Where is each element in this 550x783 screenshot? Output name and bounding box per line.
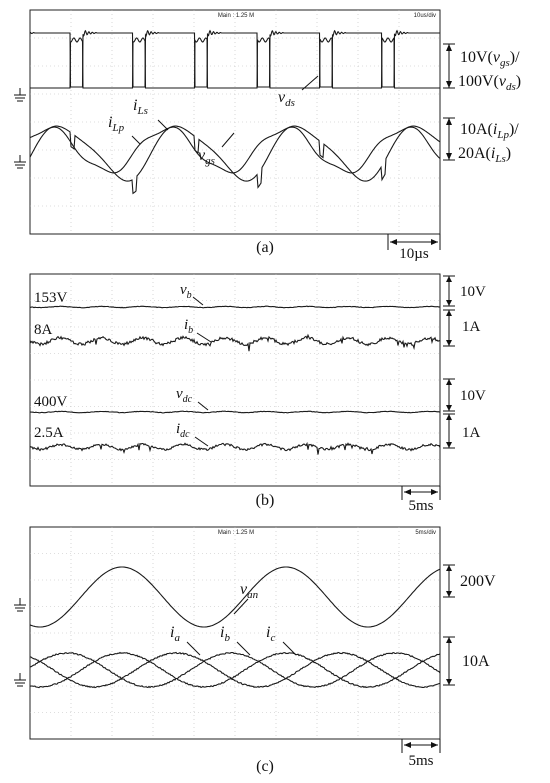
arrow-iLp (131, 135, 141, 145)
panel-a-header-right: 10us/div (414, 13, 436, 19)
ground-marker (14, 673, 26, 687)
panel-c-header-center: Main : 1.25 M (218, 530, 254, 536)
scale-text-iLs: 20A(iLs) (458, 145, 511, 165)
time-scale-text-c: 5ms (408, 753, 433, 769)
scale-text-ib: 1A (462, 319, 481, 335)
label-ic: ic (266, 624, 275, 644)
scale-bar-vdc (443, 378, 455, 412)
scale-bar-vb (443, 275, 455, 307)
scale-text-iabc: 10A (462, 653, 490, 670)
label-ia: ia (170, 624, 180, 644)
label-ib-c: ib (220, 624, 230, 644)
arrow-iLs (157, 119, 169, 131)
scale-bar-idc (443, 413, 455, 449)
panel-a-grid (30, 10, 440, 234)
caption-a: (a) (256, 239, 274, 256)
level-text-vb: 153V (34, 290, 68, 306)
scale-text-vds: 100V(vds) (458, 73, 521, 93)
trace-vgs (29, 29, 440, 88)
scale-bar-ib (443, 309, 455, 347)
label-iLs: iLs (133, 97, 148, 117)
trace-ib (29, 333, 441, 352)
ground-marker (14, 155, 26, 169)
level-text-ib: 8A (34, 322, 53, 338)
scale-bar-van (443, 564, 455, 598)
trace-vdc (29, 410, 441, 414)
scale-text-idc: 1A (462, 425, 481, 441)
scale-bar-iabc (443, 636, 455, 686)
scale-text-van: 200V (460, 573, 496, 590)
scale-text-vdc: 10V (460, 388, 486, 404)
label-vds: vds (278, 89, 295, 109)
trace-iLp (29, 126, 441, 174)
panel-c: Main : 1.25 M 5ms/div van ia ib ic 200V … (14, 526, 496, 775)
trace-van (29, 566, 441, 628)
caption-b: (b) (256, 492, 275, 509)
label-vb: vb (180, 282, 192, 301)
trace-ib (29, 651, 441, 689)
scale-text-vgs: 10V(vgs)/ (460, 49, 520, 69)
trace-vb (29, 305, 441, 309)
panel-b: 153V 8A 400V 2.5A vb ib vdc idc 10V 1A 1… (29, 273, 486, 514)
trace-vds (30, 36, 440, 89)
time-scale-text-a: 10µs (399, 246, 429, 262)
trace-idc (29, 441, 441, 455)
trace-ic (29, 651, 441, 689)
ground-marker (14, 598, 26, 612)
level-text-vdc: 400V (34, 394, 68, 410)
panel-a-header-center: Main : 1.25 M (218, 13, 254, 19)
trace-iLs (29, 125, 441, 195)
label-iLp: iLp (108, 114, 125, 134)
label-idc: idc (176, 421, 190, 440)
scale-text-vb: 10V (460, 284, 486, 300)
arrow-vds (301, 75, 319, 91)
panel-c-header-right: 5ms/div (415, 530, 436, 536)
caption-c: (c) (256, 758, 274, 775)
arrow-vgs (221, 132, 235, 148)
scale-text-iLp: 10A(iLp)/ (460, 121, 519, 141)
label-ib: ib (184, 317, 193, 336)
level-text-idc: 2.5A (34, 425, 64, 441)
label-vdc: vdc (176, 386, 193, 405)
ground-marker (14, 88, 26, 102)
panel-a: Main : 1.25 M 10us/div vgs vds iLs iLp 1… (14, 9, 521, 262)
trace-ia (29, 651, 441, 689)
time-scale-text-b: 5ms (408, 498, 433, 514)
label-vgs: vgs (198, 147, 215, 167)
label-van: van (240, 581, 259, 601)
